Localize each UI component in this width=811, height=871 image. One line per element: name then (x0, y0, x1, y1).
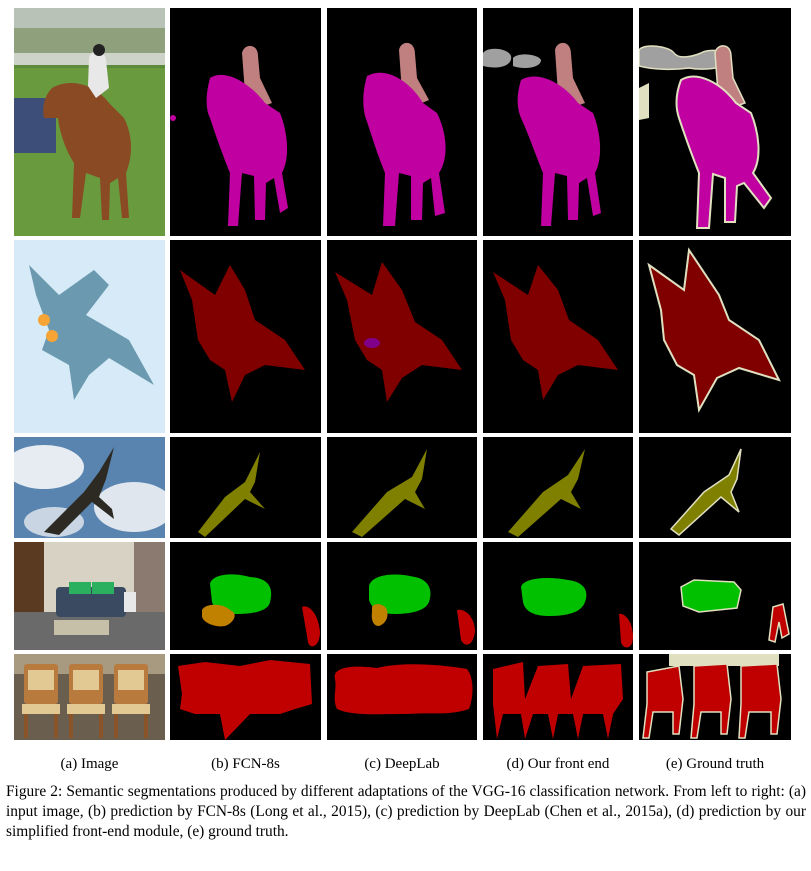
row2-image (14, 240, 165, 433)
row3-frontend (483, 437, 633, 538)
row2-fcn8s (170, 240, 321, 433)
column-captions: (a) Image (b) FCN-8s (c) DeepLab (d) Our… (0, 756, 811, 778)
row3-deeplab (327, 437, 477, 538)
row1-image (14, 8, 165, 236)
column-label-fcn8s: (b) FCN-8s (211, 756, 280, 772)
row3-image (14, 437, 165, 538)
figure-grid (14, 8, 791, 740)
row4-fcn8s (170, 542, 321, 650)
row4-ground-truth (639, 542, 791, 650)
row2-deeplab (327, 240, 477, 433)
row3-fcn8s (170, 437, 321, 538)
row5-fcn8s (170, 654, 321, 740)
column-label-ground-truth: (e) Ground truth (665, 756, 765, 772)
figure-caption: Figure 2: Semantic segmentations produce… (6, 783, 806, 840)
row5-deeplab (327, 654, 477, 740)
row3-ground-truth (639, 437, 791, 538)
row1-ground-truth (639, 8, 791, 236)
column-label-image: (a) Image (60, 756, 119, 772)
row4-image (14, 542, 165, 650)
row4-deeplab (327, 542, 477, 650)
row4-frontend (483, 542, 633, 650)
row1-fcn8s (170, 8, 321, 236)
row1-frontend (483, 8, 633, 236)
column-label-deeplab: (c) DeepLab (364, 756, 440, 772)
row1-deeplab (327, 8, 477, 236)
row5-ground-truth (639, 654, 791, 740)
row5-frontend (483, 654, 633, 740)
column-label-frontend: (d) Our front end (506, 756, 610, 772)
row2-frontend (483, 240, 633, 433)
row2-ground-truth (639, 240, 791, 433)
row5-image (14, 654, 165, 740)
